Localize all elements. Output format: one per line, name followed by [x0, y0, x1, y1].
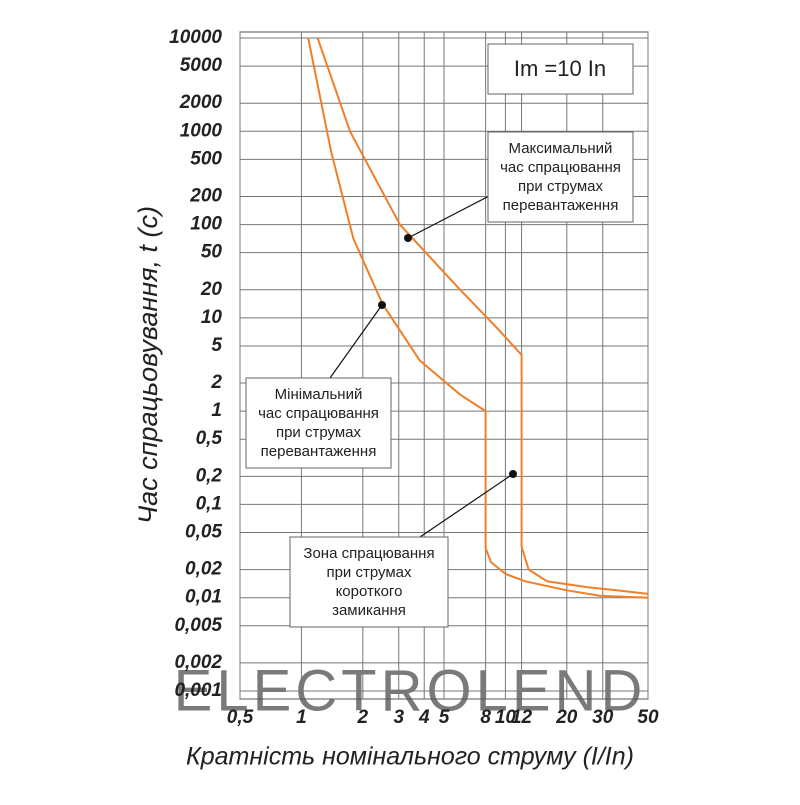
y-tick-label: 5	[211, 335, 222, 356]
annotation-text: при струмах	[518, 178, 604, 195]
annotation-text: перевантаження	[261, 443, 377, 460]
annotation-text: короткого	[336, 583, 403, 600]
annotation-text: час спрацювання	[258, 405, 379, 422]
annotation-text: при струмах	[276, 424, 362, 441]
y-tick-label: 10000	[169, 27, 222, 48]
y-tick-label: 50	[201, 242, 223, 263]
y-tick-label: 1000	[180, 120, 223, 141]
y-tick-label: 2000	[179, 92, 223, 113]
x-tick-label: 5	[439, 707, 450, 728]
x-tick-label: 30	[592, 707, 614, 728]
curve	[316, 37, 649, 595]
y-tick-label: 0,05	[185, 522, 222, 543]
y-tick-label: 0,001	[174, 680, 222, 701]
y-tick-label: 0,02	[185, 559, 222, 580]
x-tick-label: 50	[637, 707, 659, 728]
x-tick-label: 1	[296, 707, 307, 728]
setting-box	[487, 43, 634, 95]
x-tick-label: 12	[511, 707, 533, 728]
y-tick-label: 0,2	[196, 465, 223, 486]
annotation-text: час спрацювання	[500, 159, 621, 176]
y-tick-label: 200	[189, 186, 222, 207]
leader-line	[329, 304, 383, 379]
x-tick-label: 0,5	[227, 707, 254, 728]
y-tick-label: 500	[190, 148, 222, 169]
annotation-text: замикання	[332, 602, 406, 619]
x-tick-label: 4	[418, 707, 430, 728]
annotation-box	[289, 536, 449, 628]
y-tick-label: 0,5	[196, 428, 223, 449]
y-tick-label: 20	[200, 279, 223, 300]
annotation-dot	[378, 301, 386, 309]
x-tick-label: 2	[357, 707, 369, 728]
setting-label: Im =10 In	[514, 56, 606, 81]
y-tick-label: 0,1	[196, 493, 222, 514]
y-tick-label: 10	[201, 307, 223, 328]
annotation-box	[245, 377, 392, 469]
y-axis-label: Час спрацьовування, t (с)	[133, 206, 163, 524]
annotation-dot	[404, 234, 412, 242]
y-tick-label: 0,005	[174, 615, 222, 636]
leader-line	[419, 473, 514, 538]
y-tick-label: 0,01	[185, 587, 222, 608]
y-tick-label: 0,002	[174, 652, 222, 673]
annotation-dot	[509, 470, 517, 478]
y-tick-label: 100	[190, 214, 222, 235]
x-axis-label: Кратність номінального струму (I/In)	[186, 743, 634, 771]
y-tick-label: 1	[211, 400, 222, 421]
annotation-text: Зона спрацювання	[303, 545, 434, 562]
curve	[307, 37, 649, 599]
x-tick-label: 10	[495, 707, 517, 728]
annotation-text: Мінімальний	[275, 386, 363, 403]
y-tick-label: 5000	[180, 55, 223, 76]
annotation-text: при струмах	[326, 564, 412, 581]
annotation-text: Максимальний	[509, 140, 613, 157]
annotation-text: перевантаження	[503, 197, 619, 214]
x-tick-label: 3	[393, 707, 404, 728]
y-tick-label: 2	[210, 372, 222, 393]
x-tick-label: 20	[555, 707, 578, 728]
annotation-box	[487, 131, 634, 223]
x-tick-label: 8	[480, 707, 491, 728]
